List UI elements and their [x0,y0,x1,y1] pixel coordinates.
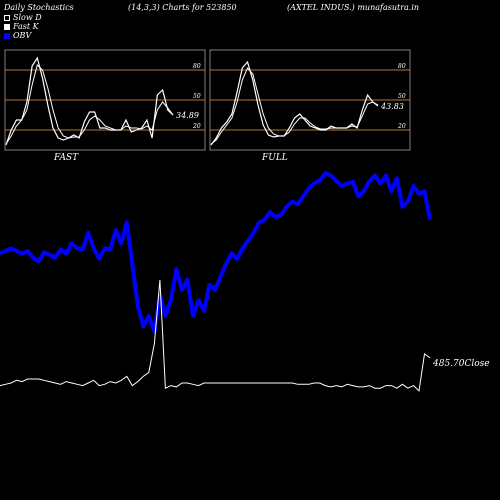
fast-tick-label-20: 20 [192,123,201,130]
full-tick-label-50: 50 [398,93,406,100]
filled-square-icon [4,23,10,30]
legend-label-fast-k: Fast K [13,22,39,31]
fast-tick-label-50: 50 [193,93,201,100]
obv-series-line [0,171,432,334]
legend-label-slow-d: Slow D [13,13,42,22]
close-value-label: 485.70Close [432,359,490,369]
fast-series-fast-k-line [5,56,174,146]
fast-last-value-label: 34.89 [176,111,199,120]
full-series-slow-d-line [210,67,379,145]
hollow-square-icon [4,14,10,21]
fast-tick-label-80: 80 [193,63,201,70]
full-last-value-label: 43.83 [380,102,404,111]
legend: Slow D Fast K OBV [4,13,42,40]
blue-square-icon [4,32,10,39]
legend-label-obv: OBV [13,31,32,40]
full-tick-label-20: 20 [397,123,406,130]
fast-panel-title: FAST [54,153,79,163]
full-series-fast-k-line [210,60,379,146]
chart-header-left: Daily Stochastics [4,3,74,12]
chart-header-center: (14,3,3) Charts for 523850 [128,3,237,12]
legend-item-obv: OBV [4,31,42,40]
legend-item-slow-d: Slow D [4,13,42,22]
close-series-line [0,279,431,392]
chart-header-right: (AXTEL INDUS.) munafasutra.in [287,3,420,12]
full-panel-title: FULL [262,153,288,163]
full-tick-label-80: 80 [398,63,406,70]
fast-series-slow-d-line [5,64,174,145]
legend-item-fast-k: Fast K [4,22,42,31]
